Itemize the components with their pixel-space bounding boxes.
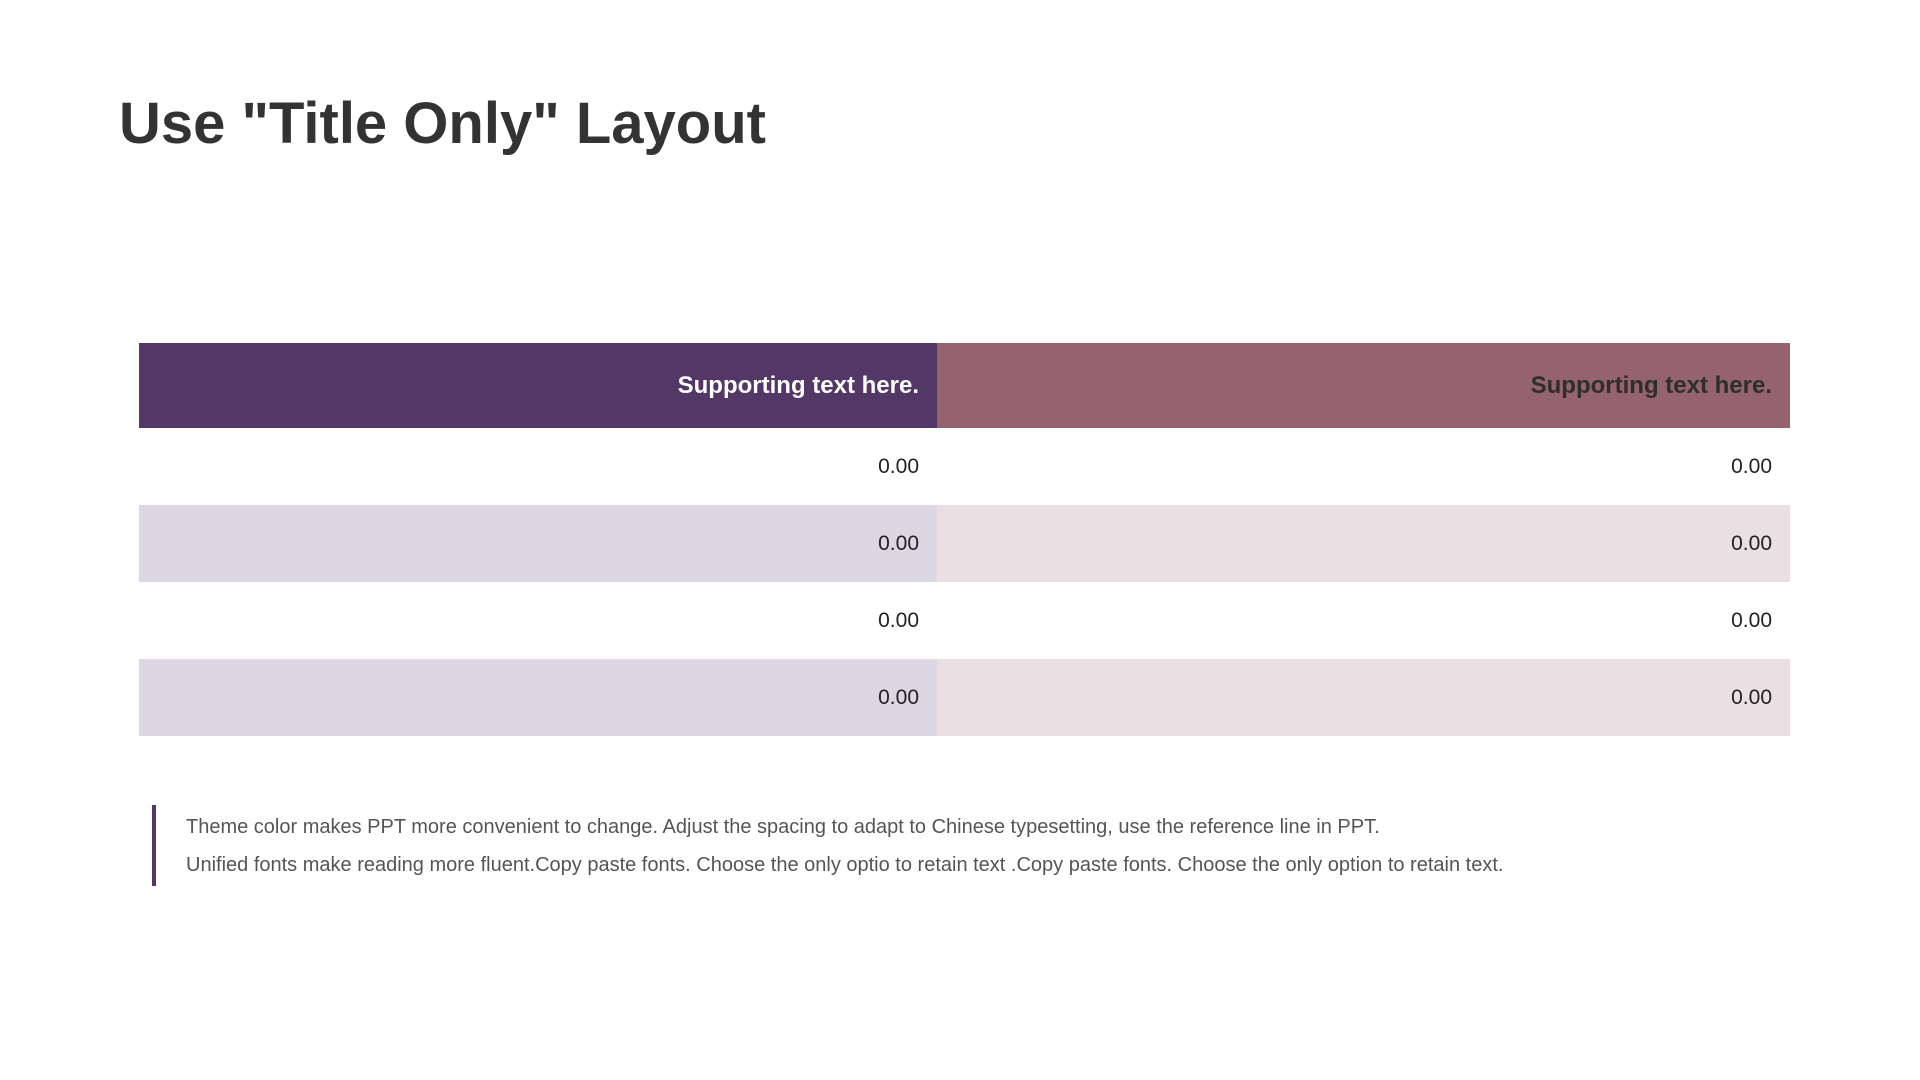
note-block: Theme color makes PPT more convenient to… bbox=[152, 805, 1503, 886]
table-cell: 0.00 bbox=[937, 659, 1790, 736]
table-cell: 0.00 bbox=[139, 582, 937, 659]
table-cell: 0.00 bbox=[139, 505, 937, 582]
table-row: 0.00 0.00 bbox=[139, 428, 1790, 505]
table-cell: 0.00 bbox=[139, 428, 937, 505]
table-cell: 0.00 bbox=[937, 505, 1790, 582]
table-header-cell-2: Supporting text here. bbox=[937, 343, 1790, 428]
table-cell: 0.00 bbox=[937, 428, 1790, 505]
table-row: 0.00 0.00 bbox=[139, 505, 1790, 582]
data-table: Supporting text here. Supporting text he… bbox=[139, 343, 1790, 736]
table-cell: 0.00 bbox=[937, 582, 1790, 659]
slide-title: Use "Title Only" Layout bbox=[119, 91, 766, 156]
table-cell: 0.00 bbox=[139, 659, 937, 736]
note-line-2: Unified fonts make reading more fluent.C… bbox=[186, 853, 1504, 876]
table-row: 0.00 0.00 bbox=[139, 659, 1790, 736]
table-header-row: Supporting text here. Supporting text he… bbox=[139, 343, 1790, 428]
note-line-1: Theme color makes PPT more convenient to… bbox=[186, 815, 1380, 838]
table-header-cell-1: Supporting text here. bbox=[139, 343, 937, 428]
table-row: 0.00 0.00 bbox=[139, 582, 1790, 659]
